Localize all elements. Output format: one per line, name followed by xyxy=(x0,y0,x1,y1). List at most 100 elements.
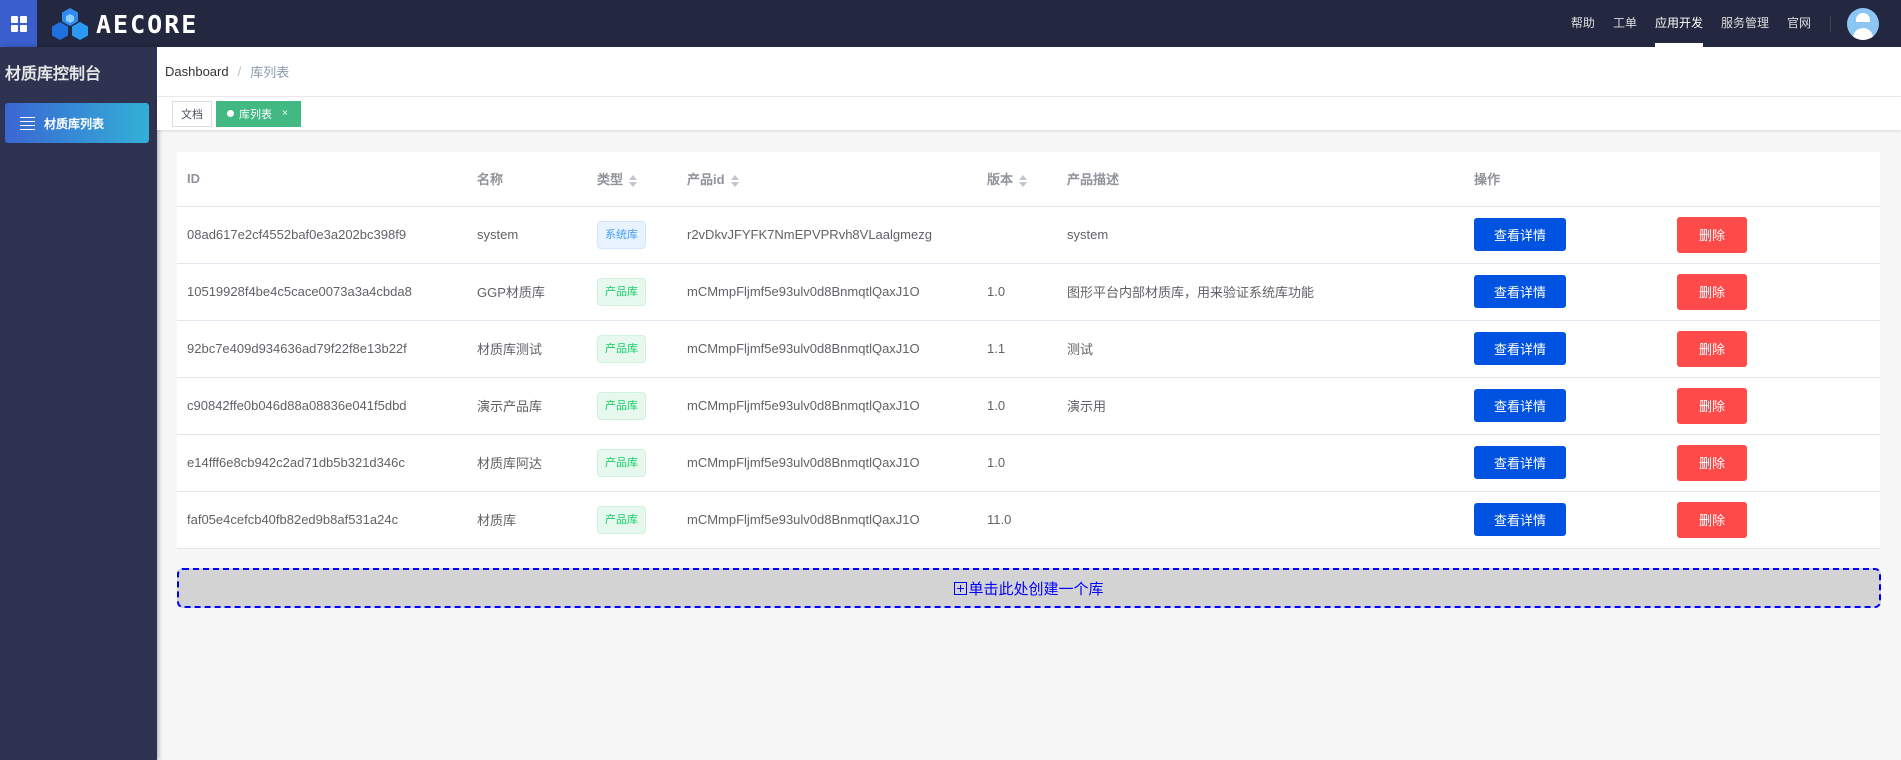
cell-view: 查看详情 xyxy=(1474,206,1677,264)
nav-service-management[interactable]: 服务管理 xyxy=(1720,16,1769,30)
cell-description: 图形平台内部材质库，用来验证系统库功能 xyxy=(1067,263,1474,321)
cell-name: 材质库 xyxy=(477,491,597,549)
cell-version xyxy=(987,206,1067,264)
view-details-button[interactable]: 查看详情 xyxy=(1474,275,1566,308)
active-dot-icon xyxy=(227,110,234,117)
cell-product-id: mCMmpFljmf5e93ulv0d8BnmqtlQaxJ1O xyxy=(687,377,987,435)
cell-name: 演示产品库 xyxy=(477,377,597,435)
cell-id: 08ad617e2cf4552baf0e3a202bc398f9 xyxy=(177,206,477,264)
type-badge: 产品库 xyxy=(597,334,646,363)
plus-square-icon xyxy=(954,581,968,595)
cell-product-id: mCMmpFljmf5e93ulv0d8BnmqtlQaxJ1O xyxy=(687,263,987,321)
cell-version: 1.0 xyxy=(987,377,1067,435)
cell-type: 产品库 xyxy=(597,320,687,378)
cell-version: 1.0 xyxy=(987,263,1067,321)
breadcrumb: Dashboard / 库列表 xyxy=(157,47,1901,97)
sort-icon[interactable] xyxy=(1019,174,1028,187)
view-details-button[interactable]: 查看详情 xyxy=(1474,389,1566,422)
list-icon xyxy=(20,114,35,133)
type-badge: 产品库 xyxy=(597,505,646,534)
table-header: ID 名称 类型 产品id 版本 产品描述 操作 xyxy=(177,152,1880,207)
tab-library-list[interactable]: 库列表 × xyxy=(216,100,301,127)
cell-product-id: mCMmpFljmf5e93ulv0d8BnmqtlQaxJ1O xyxy=(687,320,987,378)
nav-tickets[interactable]: 工单 xyxy=(1612,16,1637,30)
create-library-button[interactable]: 单击此处创建一个库 xyxy=(177,568,1881,608)
top-bar: AECORE 帮助 工单 应用开发 服务管理 官网 xyxy=(0,0,1901,47)
cell-name: GGP材质库 xyxy=(477,263,597,321)
cell-type: 产品库 xyxy=(597,434,687,492)
cell-delete: 删除 xyxy=(1677,263,1880,321)
type-badge: 产品库 xyxy=(597,391,646,420)
nav-divider xyxy=(1830,15,1831,32)
delete-button[interactable]: 删除 xyxy=(1677,273,1747,310)
sort-icon[interactable] xyxy=(629,174,638,187)
type-badge: 系统库 xyxy=(597,220,646,249)
view-details-button[interactable]: 查看详情 xyxy=(1474,218,1566,251)
cell-type: 产品库 xyxy=(597,263,687,321)
grid-icon xyxy=(10,15,27,32)
sidebar-title: 材质库控制台 xyxy=(5,66,102,83)
type-badge: 产品库 xyxy=(597,448,646,477)
cell-view: 查看详情 xyxy=(1474,377,1677,435)
col-product-id[interactable]: 产品id xyxy=(687,152,987,207)
cell-view: 查看详情 xyxy=(1474,434,1677,492)
library-table-card: ID 名称 类型 产品id 版本 产品描述 操作 08ad617e2cf4552… xyxy=(177,152,1880,549)
col-actions: 操作 xyxy=(1474,152,1677,207)
user-avatar[interactable] xyxy=(1847,7,1879,40)
cell-description: 测试 xyxy=(1067,320,1474,378)
tags-view: 文档 库列表 × xyxy=(157,97,1901,130)
delete-button[interactable]: 删除 xyxy=(1677,330,1747,367)
table-row: 08ad617e2cf4552baf0e3a202bc398f9 system … xyxy=(177,206,1880,264)
apps-menu-button[interactable] xyxy=(0,0,37,47)
breadcrumb-dashboard[interactable]: Dashboard xyxy=(165,64,229,79)
col-type[interactable]: 类型 xyxy=(597,152,687,207)
table-row: c90842ffe0b046d88a08836e041f5dbd 演示产品库 产… xyxy=(177,377,1880,435)
delete-button[interactable]: 删除 xyxy=(1677,501,1747,538)
cell-version: 11.0 xyxy=(987,491,1067,549)
cell-id: 10519928f4be4c5cace0073a3a4cbda8 xyxy=(177,263,477,321)
table-row: faf05e4cefcb40fb82ed9b8af531a24c 材质库 产品库… xyxy=(177,491,1880,549)
cell-description: system xyxy=(1067,206,1474,264)
col-name: 名称 xyxy=(477,152,597,207)
sort-icon[interactable] xyxy=(730,174,739,187)
cube-logo-icon xyxy=(52,8,88,40)
cell-type: 系统库 xyxy=(597,206,687,264)
close-icon[interactable]: × xyxy=(282,108,288,119)
view-details-button[interactable]: 查看详情 xyxy=(1474,503,1566,536)
cell-delete: 删除 xyxy=(1677,434,1880,492)
breadcrumb-separator: / xyxy=(237,64,242,79)
delete-button[interactable]: 删除 xyxy=(1677,216,1747,253)
nav-help[interactable]: 帮助 xyxy=(1570,16,1595,30)
cell-product-id: mCMmpFljmf5e93ulv0d8BnmqtlQaxJ1O xyxy=(687,434,987,492)
col-version[interactable]: 版本 xyxy=(987,152,1067,207)
sidebar-item-library-list[interactable]: 材质库列表 xyxy=(5,103,149,143)
top-nav: 帮助 工单 应用开发 服务管理 官网 xyxy=(1562,0,1901,47)
table-row: 92bc7e409d934636ad79f22f8e13b22f 材质库测试 产… xyxy=(177,320,1880,378)
cell-description: 演示用 xyxy=(1067,377,1474,435)
sidebar-item-label: 材质库列表 xyxy=(44,116,105,131)
view-details-button[interactable]: 查看详情 xyxy=(1474,446,1566,479)
delete-button[interactable]: 删除 xyxy=(1677,444,1747,481)
cell-id: faf05e4cefcb40fb82ed9b8af531a24c xyxy=(177,491,477,549)
delete-button[interactable]: 删除 xyxy=(1677,387,1747,424)
tab-label: 文档 xyxy=(181,108,203,121)
table-row: e14fff6e8cb942c2ad71db5b321d346c 材质库阿达 产… xyxy=(177,434,1880,492)
type-badge: 产品库 xyxy=(597,277,646,306)
cell-view: 查看详情 xyxy=(1474,263,1677,321)
cell-version: 1.1 xyxy=(987,320,1067,378)
cell-name: 材质库测试 xyxy=(477,320,597,378)
cell-delete: 删除 xyxy=(1677,491,1880,549)
cell-description xyxy=(1067,491,1474,549)
cell-delete: 删除 xyxy=(1677,206,1880,264)
nav-app-dev[interactable]: 应用开发 xyxy=(1654,0,1703,47)
view-details-button[interactable]: 查看详情 xyxy=(1474,332,1566,365)
tab-docs[interactable]: 文档 xyxy=(172,100,212,127)
cell-view: 查看详情 xyxy=(1474,320,1677,378)
cell-id: c90842ffe0b046d88a08836e041f5dbd xyxy=(177,377,477,435)
breadcrumb-current: 库列表 xyxy=(250,65,290,80)
cell-name: system xyxy=(477,206,597,264)
create-label: 单击此处创建一个库 xyxy=(968,580,1104,598)
col-id: ID xyxy=(177,152,477,207)
nav-official-site[interactable]: 官网 xyxy=(1786,16,1811,30)
cell-name: 材质库阿达 xyxy=(477,434,597,492)
